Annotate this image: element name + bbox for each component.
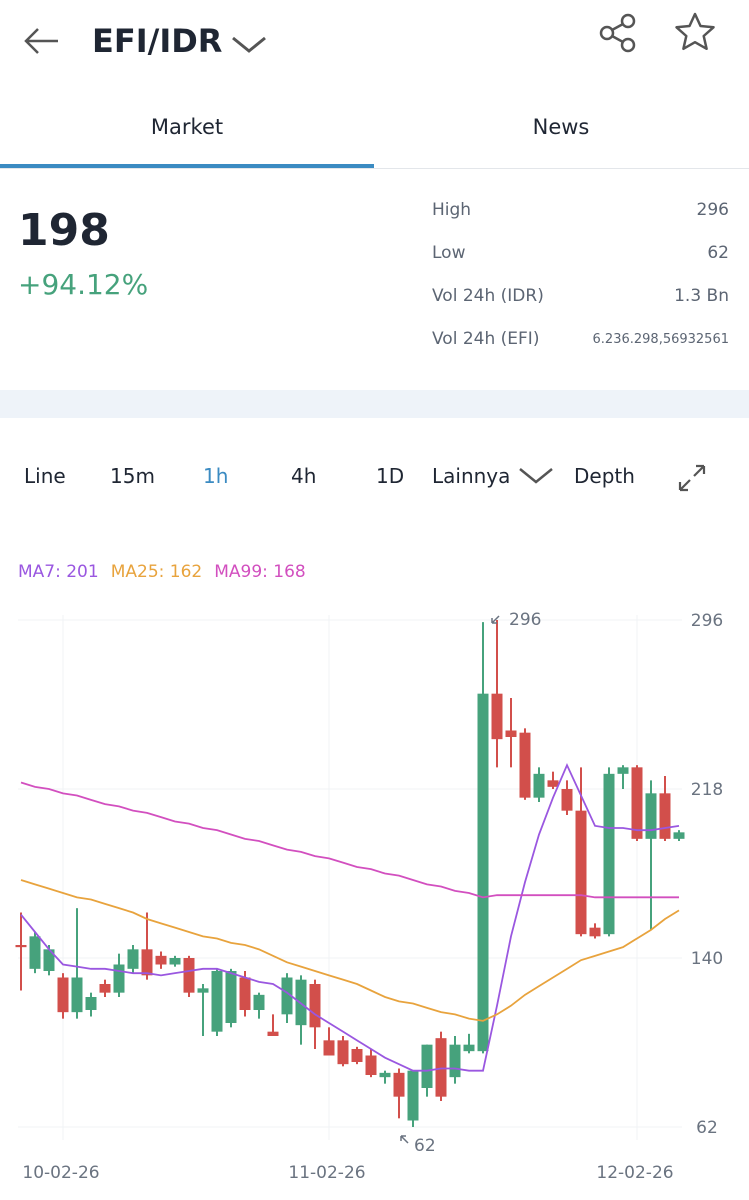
candle-body bbox=[29, 936, 41, 969]
candle-body bbox=[43, 949, 55, 971]
legend-entry: MA7: 201 bbox=[18, 562, 99, 582]
candle-body bbox=[561, 789, 573, 811]
candle-body bbox=[491, 693, 503, 740]
timeframe-button[interactable]: 4h bbox=[291, 464, 317, 488]
candle-body bbox=[239, 977, 251, 1010]
candle-body bbox=[365, 1055, 377, 1075]
candle-body bbox=[183, 958, 195, 993]
tab-indicator bbox=[0, 164, 374, 168]
stat-value: 296 bbox=[696, 200, 729, 220]
candle-body bbox=[211, 971, 223, 1032]
legend-entry: MA99: 168 bbox=[214, 562, 306, 582]
candle-body bbox=[533, 773, 545, 798]
candle-body bbox=[113, 964, 125, 993]
candle-body bbox=[127, 949, 139, 969]
tab-market[interactable]: Market bbox=[150, 115, 224, 139]
timeframe-button[interactable]: 15m bbox=[110, 464, 155, 488]
candle-body bbox=[463, 1044, 475, 1052]
candle-body bbox=[57, 977, 69, 1013]
favorite-button[interactable] bbox=[672, 10, 718, 56]
candle-body bbox=[603, 773, 615, 935]
candle-body bbox=[519, 732, 531, 798]
candle-body bbox=[141, 949, 153, 976]
timeframe-button[interactable]: 1D bbox=[376, 464, 405, 488]
candle-body bbox=[659, 793, 671, 839]
candle-body bbox=[15, 945, 27, 948]
stat-value: 1.3 Bn bbox=[674, 286, 729, 306]
back-button[interactable] bbox=[22, 24, 62, 58]
tab-news[interactable]: News bbox=[532, 115, 590, 139]
timeframe-button[interactable]: Line bbox=[24, 464, 66, 488]
candle-body bbox=[449, 1044, 461, 1078]
chart: 62 140 218 296 10-02-26 11-02-26 12-02-26 MA7: … bbox=[15, 562, 723, 1183]
more-dropdown[interactable] bbox=[517, 464, 555, 486]
candle-body bbox=[253, 994, 265, 1010]
timeframe-button[interactable]: Depth bbox=[574, 464, 635, 488]
candle-body bbox=[435, 1038, 447, 1097]
candle-body bbox=[197, 988, 209, 993]
candle-body bbox=[617, 767, 629, 774]
high-annotation: 296 bbox=[509, 610, 541, 630]
separator-band bbox=[0, 390, 749, 418]
candle-body bbox=[99, 984, 111, 993]
stat-label: Vol 24h (EFI) bbox=[432, 329, 540, 349]
legend-entry: MA25: 162 bbox=[111, 562, 203, 582]
y-tick-label: 62 bbox=[696, 1118, 718, 1138]
divider bbox=[0, 168, 749, 169]
candle-body bbox=[323, 1040, 335, 1056]
timeframe-button[interactable]: 1h bbox=[203, 464, 229, 488]
candle-body bbox=[225, 971, 237, 1023]
x-tick-label: 11-02-26 bbox=[288, 1163, 365, 1183]
low-annotation: 62 bbox=[414, 1136, 436, 1156]
candle-body bbox=[281, 977, 293, 1015]
y-tick-label: 140 bbox=[691, 949, 723, 969]
ma-line bbox=[20, 879, 680, 1022]
ma-line bbox=[20, 781, 679, 899]
candle-body bbox=[575, 810, 587, 935]
stat-value: 62 bbox=[707, 243, 729, 263]
stat-label: Low bbox=[432, 243, 466, 263]
stat-label: Vol 24h (IDR) bbox=[432, 286, 544, 306]
pair-title[interactable]: EFI/IDR bbox=[92, 22, 223, 60]
stat-label: High bbox=[432, 200, 472, 220]
candle-body bbox=[169, 958, 181, 965]
y-tick-label: 296 bbox=[691, 611, 723, 631]
candle-body bbox=[267, 1031, 279, 1036]
candle-body bbox=[155, 955, 167, 965]
candle-body bbox=[379, 1072, 391, 1078]
candle-body bbox=[337, 1040, 349, 1065]
annotation-arrow bbox=[400, 1135, 409, 1144]
annotation-arrow bbox=[491, 615, 500, 624]
x-tick-label: 10-02-26 bbox=[22, 1163, 99, 1183]
candle-body bbox=[645, 793, 657, 839]
candle-body bbox=[631, 767, 643, 839]
candle-body bbox=[309, 984, 321, 1028]
candle-body bbox=[85, 997, 97, 1010]
candle-body bbox=[71, 977, 83, 1013]
timeframe-button[interactable]: Lainnya bbox=[432, 464, 511, 488]
stat-value: 6.236.298,56932561 bbox=[592, 332, 729, 347]
candle-body bbox=[505, 730, 517, 737]
pair-dropdown[interactable] bbox=[230, 34, 268, 54]
candle-body bbox=[477, 693, 489, 1052]
candle-body bbox=[589, 927, 601, 937]
candle-body bbox=[547, 780, 559, 787]
candle-body bbox=[407, 1070, 419, 1121]
x-tick-label: 12-02-26 bbox=[596, 1163, 673, 1183]
y-tick-label: 218 bbox=[691, 780, 723, 800]
share-button[interactable] bbox=[597, 12, 641, 56]
candle-body bbox=[393, 1072, 405, 1097]
candle-body bbox=[673, 832, 685, 839]
candle-body bbox=[351, 1049, 363, 1062]
price-change: +94.12% bbox=[18, 268, 149, 301]
ma-line bbox=[20, 762, 680, 1072]
last-price: 198 bbox=[18, 205, 110, 256]
fullscreen-button[interactable] bbox=[676, 462, 708, 494]
candle-body bbox=[421, 1044, 433, 1088]
